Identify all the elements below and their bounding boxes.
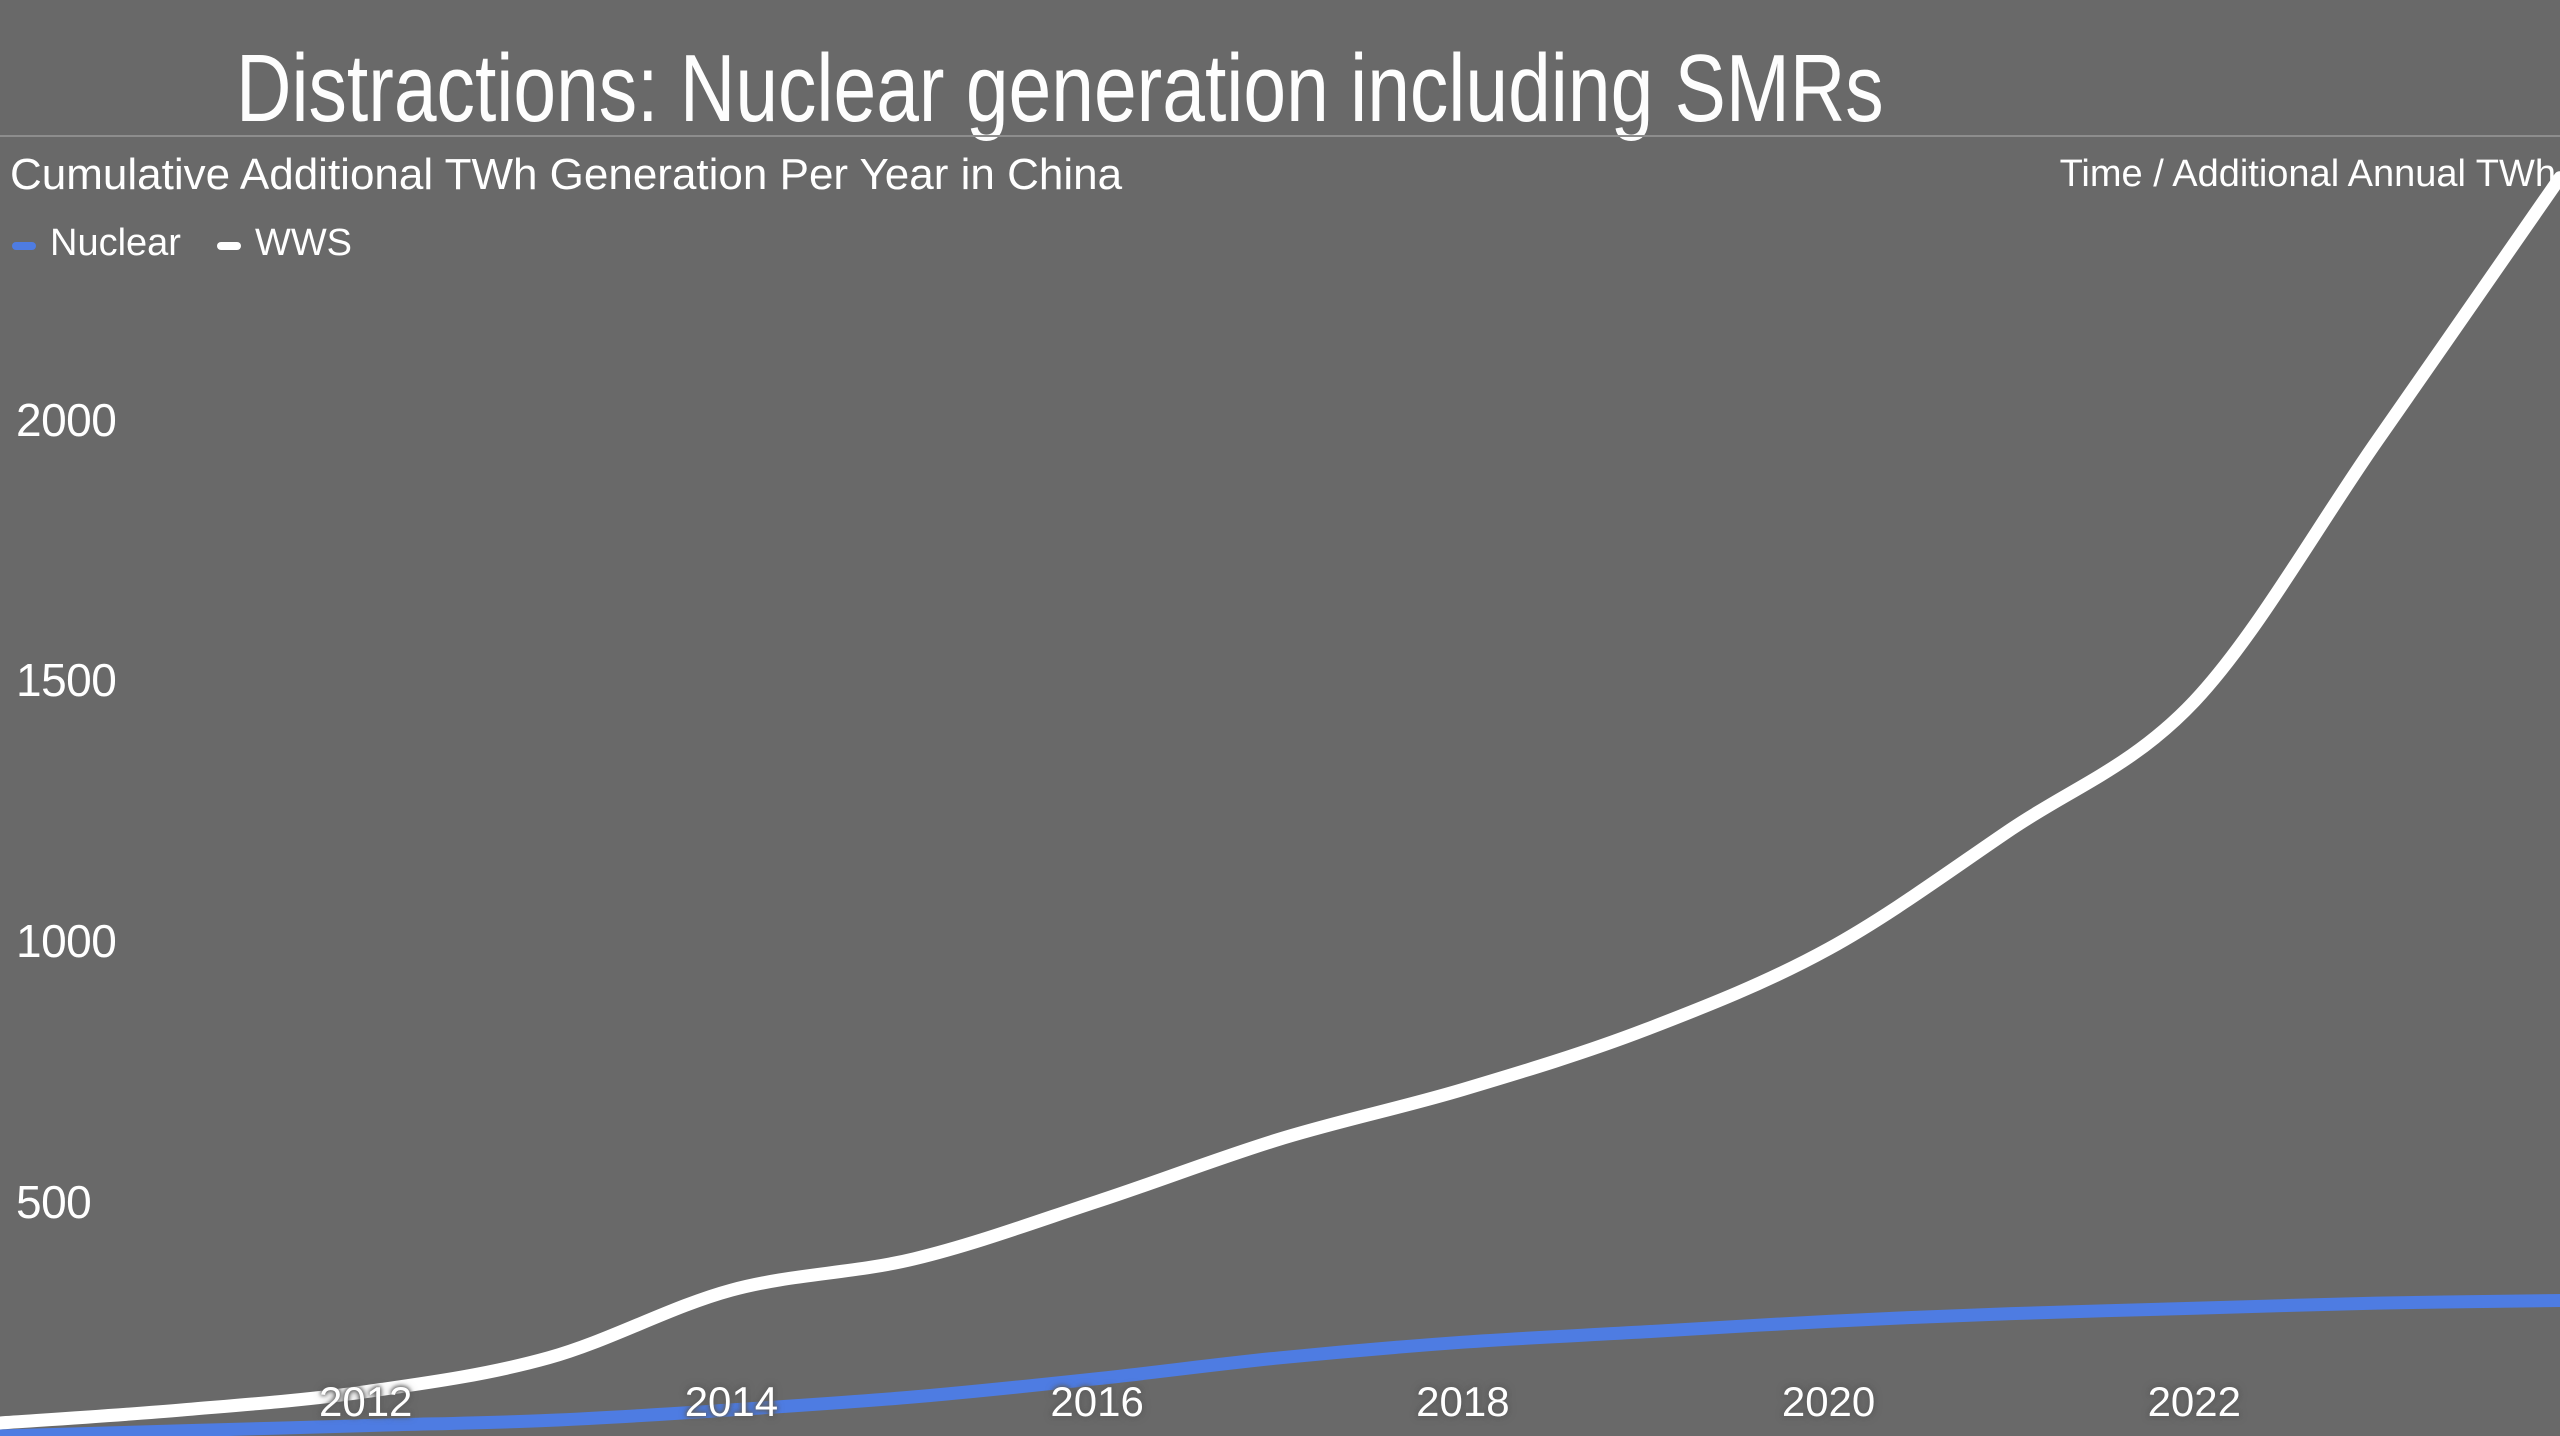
legend-label-nuclear: Nuclear <box>50 222 181 264</box>
x-axis-label: 2014 <box>684 1378 779 1425</box>
y-axis-label: 2000 <box>16 393 117 446</box>
legend-item-wws: WWS <box>216 222 353 265</box>
x-axis-label: 2022 <box>2147 1378 2241 1425</box>
chart-title: Cumulative Additional TWh Generation Per… <box>10 150 1123 199</box>
title-divider <box>0 135 2560 137</box>
x-axis-label: 2020 <box>1781 1378 1876 1425</box>
axis-units-label: Time / Additional Annual TWh <box>2059 153 2556 195</box>
nuclear-line <box>0 1294 2560 1436</box>
x-axis-label: 2018 <box>1416 1378 1510 1425</box>
nuclear-legend-dash-icon <box>12 241 36 250</box>
legend: Nuclear WWS <box>12 222 388 265</box>
legend-label-wws: WWS <box>254 222 353 264</box>
y-axis-label: 1500 <box>16 654 117 707</box>
x-axis-label: 2016 <box>1050 1378 1144 1425</box>
y-axis-label: 500 <box>16 1175 92 1228</box>
wws-legend-dash-icon <box>216 241 241 250</box>
slide-title: Distractions: Nuclear generation includi… <box>236 35 1884 142</box>
wws-line <box>0 171 2560 1430</box>
legend-item-nuclear: Nuclear <box>12 222 181 265</box>
y-axis-label: 1000 <box>16 915 117 967</box>
x-axis-label: 2012 <box>318 1378 413 1425</box>
